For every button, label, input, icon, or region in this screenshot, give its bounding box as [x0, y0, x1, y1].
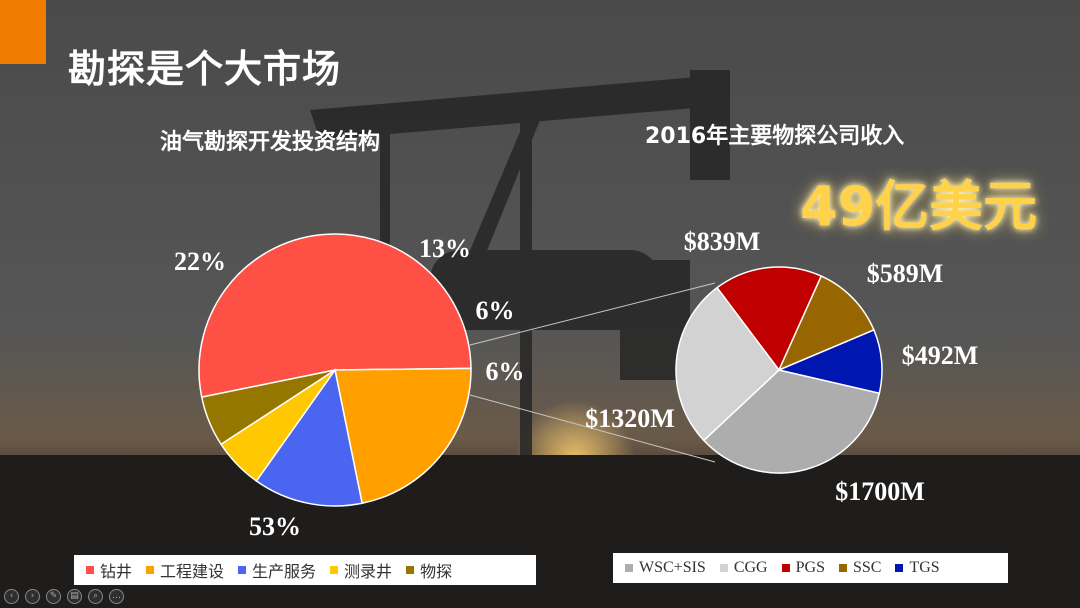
- revenue-slice-1: [702, 369, 881, 474]
- revenue-legend-swatch-1: [625, 564, 633, 572]
- investment-data-label-4: 6%: [476, 296, 515, 325]
- investment-legend-label-3: 生产服务: [252, 562, 317, 581]
- revenue-legend-swatch-3: [781, 564, 790, 572]
- revenue-legend-item-5: TGS: [895, 559, 940, 577]
- revenue-pie: [675, 266, 883, 474]
- investment-legend-label-5: 物探: [420, 562, 453, 581]
- pen-icon[interactable]: ✎: [46, 589, 61, 604]
- investment-legend-swatch-1: [86, 566, 94, 574]
- revenue-legend-item-3: PGS: [781, 559, 825, 577]
- investment-legend: 钻井 工程建设 生产服务 测录井 物探: [74, 555, 536, 585]
- revenue-legend: WSC+SIS CGG PGS SSC TGS: [613, 553, 1008, 583]
- investment-legend-swatch-4: [330, 566, 339, 574]
- total-revenue-highlight: 49亿美元: [800, 175, 1038, 238]
- revenue-legend-swatch-5: [895, 564, 904, 572]
- revenue-legend-label-1: WSC+SIS: [639, 559, 706, 576]
- revenue-legend-swatch-4: [838, 564, 847, 572]
- revenue-legend-swatch-2: [719, 564, 728, 572]
- accent-corner: [0, 0, 46, 64]
- revenue-legend-item-2: CGG: [719, 559, 768, 577]
- revenue-legend-item-1: WSC+SIS: [625, 559, 706, 577]
- revenue-data-label-3: $839M: [684, 227, 761, 256]
- investment-legend-label-1: 钻井: [100, 562, 133, 581]
- revenue-slice-2: [675, 286, 781, 442]
- investment-slice-5: [200, 369, 336, 446]
- revenue-legend-label-5: TGS: [909, 559, 940, 576]
- investment-slice-3: [255, 368, 363, 507]
- connector-line-top: [469, 282, 716, 346]
- slideshow-toolbar: ‹ › ✎ ▤ ⌕ …: [4, 589, 130, 604]
- investment-legend-item-5: 物探: [406, 558, 452, 582]
- revenue-data-label-1: $1700M: [835, 477, 925, 506]
- investment-data-label-1: 53%: [249, 512, 301, 541]
- connector-line-bottom: [469, 394, 716, 463]
- investment-legend-item-4: 测录井: [330, 558, 392, 582]
- investment-pie-labels: 53% 22% 13% 6% 6%: [174, 234, 525, 541]
- revenue-legend-label-2: CGG: [733, 559, 768, 576]
- revenue-slice-5: [776, 329, 883, 395]
- investment-legend-item-1: 钻井: [86, 558, 132, 582]
- revenue-legend-item-4: SSC: [838, 559, 882, 577]
- right-chart-heading: 2016年主要物探公司收入: [645, 124, 905, 149]
- investment-legend-swatch-3: [238, 566, 247, 574]
- pages-icon[interactable]: ▤: [67, 589, 82, 604]
- more-icon[interactable]: …: [109, 589, 124, 604]
- investment-data-label-5: 6%: [486, 357, 525, 386]
- investment-legend-label-4: 测录井: [344, 562, 393, 581]
- investment-slice-2: [334, 367, 472, 505]
- investment-slice-1: [198, 233, 472, 398]
- connector-lines: [469, 282, 716, 463]
- revenue-legend-label-4: SSC: [852, 559, 882, 576]
- zoom-icon[interactable]: ⌕: [88, 589, 103, 604]
- investment-pie: [198, 233, 472, 507]
- revenue-data-label-4: $589M: [867, 259, 944, 288]
- investment-legend-item-3: 生产服务: [238, 558, 316, 582]
- investment-legend-swatch-2: [146, 566, 155, 574]
- next-icon[interactable]: ›: [25, 589, 40, 604]
- revenue-slice-3: [716, 266, 823, 372]
- revenue-legend-label-3: PGS: [795, 559, 825, 576]
- left-chart-heading: 油气勘探开发投资结构: [160, 130, 381, 155]
- investment-legend-swatch-5: [406, 566, 415, 574]
- prev-icon[interactable]: ‹: [4, 589, 19, 604]
- revenue-pie-labels: $1700M $1320M $839M $589M $492M: [585, 227, 978, 506]
- revenue-data-label-5: $492M: [902, 341, 979, 370]
- slide-title: 勘探是个大市场: [68, 47, 342, 91]
- revenue-data-label-2: $1320M: [585, 404, 675, 433]
- investment-legend-label-2: 工程建设: [160, 562, 225, 581]
- revenue-slice-4: [777, 275, 875, 372]
- investment-data-label-3: 13%: [419, 234, 471, 263]
- investment-data-label-2: 22%: [174, 247, 226, 276]
- investment-legend-item-2: 工程建设: [146, 558, 224, 582]
